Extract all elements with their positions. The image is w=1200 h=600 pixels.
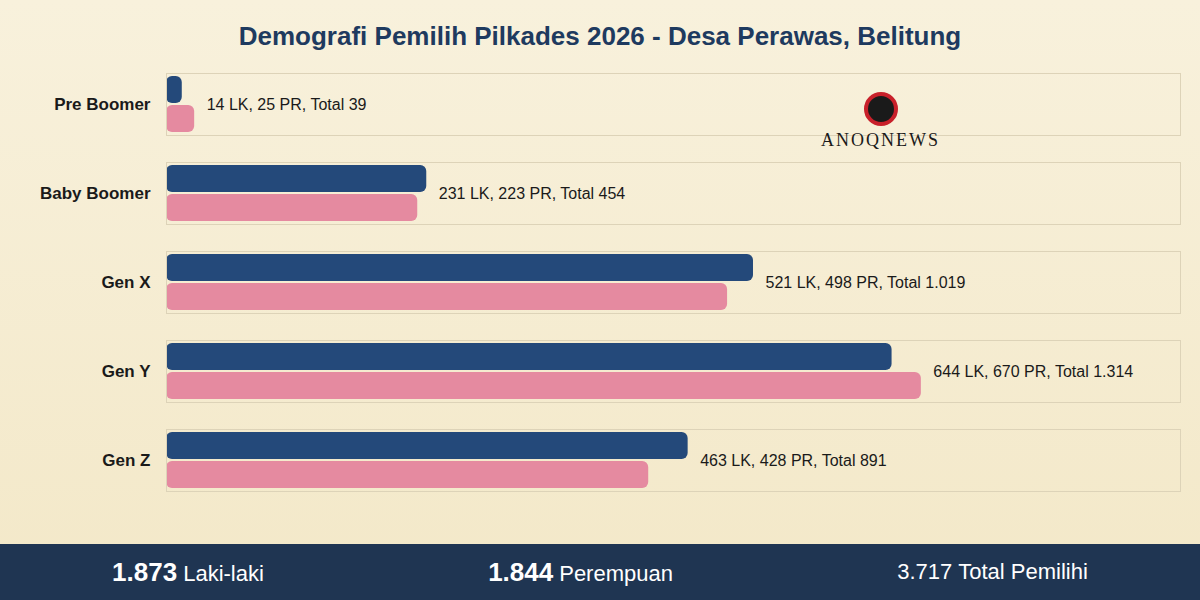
html-text:ANOQNEWS: ANOQNEWS [821, 130, 940, 150]
html-text:1.873 Laki-laki: 1.873 Laki-laki [112, 556, 264, 587]
html-text:Demografi Pemilih Pilkades 202: Demografi Pemilih Pilkades 2026 - Desa P… [238, 21, 962, 51]
html-text:1.844 Perempuan: 1.844 Perempuan [488, 556, 673, 587]
svg-text:Gen X: Gen X [101, 273, 151, 292]
svg-text:521 LK, 498 PR, Total 1.019: 521 LK, 498 PR, Total 1.019 [765, 274, 965, 291]
svg-text:463 LK, 428 PR, Total 891: 463 LK, 428 PR, Total 891 [700, 452, 887, 469]
html-text:3.717 Total Pemilihi: 3.717 Total Pemilihi [897, 559, 1088, 584]
svg-text:Baby Boomer: Baby Boomer [40, 184, 151, 203]
svg-text:644 LK, 670 PR, Total 1.314: 644 LK, 670 PR, Total 1.314 [933, 363, 1133, 380]
svg-text:14 LK, 25 PR, Total 39: 14 LK, 25 PR, Total 39 [207, 96, 367, 113]
svg-text:Gen Z: Gen Z [102, 451, 150, 470]
svg-text:Gen Y: Gen Y [102, 362, 151, 381]
svg-text:Pre Boomer: Pre Boomer [54, 95, 151, 114]
svg-text:231 LK, 223 PR, Total 454: 231 LK, 223 PR, Total 454 [439, 185, 626, 202]
